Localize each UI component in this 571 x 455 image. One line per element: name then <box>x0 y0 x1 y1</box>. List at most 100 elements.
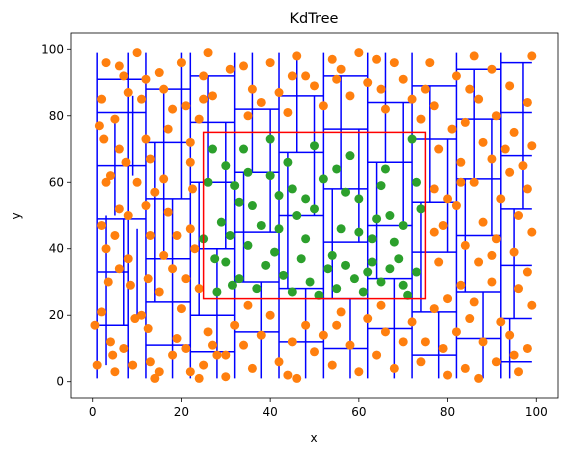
inside-point <box>239 144 249 154</box>
outside-point <box>132 177 142 187</box>
outside-point <box>121 157 131 167</box>
outside-point <box>97 94 107 104</box>
outside-point <box>301 71 311 81</box>
outside-point <box>188 184 198 194</box>
outside-point <box>141 134 151 144</box>
outside-point <box>522 97 532 107</box>
outside-point <box>465 84 475 94</box>
outside-point <box>522 343 532 353</box>
inside-point <box>230 181 240 191</box>
inside-point <box>210 254 220 264</box>
inside-point <box>212 287 222 297</box>
outside-point <box>221 372 231 382</box>
outside-point <box>310 347 319 357</box>
inside-point <box>270 247 280 257</box>
outside-point <box>336 64 346 74</box>
outside-point <box>443 194 453 204</box>
inside-point <box>403 290 413 300</box>
outside-point <box>527 227 537 237</box>
outside-point <box>185 224 195 234</box>
inside-point <box>341 187 351 197</box>
outside-point <box>168 350 178 360</box>
outside-point <box>130 314 140 324</box>
outside-point <box>318 101 328 111</box>
outside-point <box>514 367 524 377</box>
outside-point <box>509 247 519 257</box>
outside-point <box>416 357 426 367</box>
x-axis-ticks: 0 20 40 60 80 100 <box>89 398 548 419</box>
outside-point <box>185 137 195 147</box>
outside-point <box>416 114 426 124</box>
inside-point <box>327 250 337 260</box>
inside-point <box>354 194 364 204</box>
inside-point <box>363 267 373 277</box>
outside-point <box>114 61 124 71</box>
outside-point <box>456 177 466 187</box>
inside-point <box>265 134 275 144</box>
outside-point <box>389 58 399 68</box>
y-tick-label: 60 <box>49 175 64 189</box>
outside-point <box>292 373 302 383</box>
x-tick-label: 100 <box>525 405 548 419</box>
inside-point <box>318 174 328 184</box>
outside-point <box>380 327 390 337</box>
outside-point <box>460 117 470 127</box>
inside-point <box>345 151 355 161</box>
outside-point <box>354 367 364 377</box>
outside-point <box>97 307 107 317</box>
outside-point <box>159 174 169 184</box>
outside-point <box>478 337 488 347</box>
inside-point <box>389 237 399 247</box>
outside-point <box>514 211 524 220</box>
outside-point <box>287 71 297 81</box>
outside-point <box>518 161 528 171</box>
inside-point <box>332 164 342 174</box>
outside-point <box>190 244 200 254</box>
outside-point <box>163 124 173 134</box>
outside-point <box>101 244 111 254</box>
outside-point <box>114 264 124 274</box>
inside-point <box>243 240 253 250</box>
outside-point <box>143 324 153 334</box>
chart-title: KdTree <box>290 11 339 27</box>
outside-point <box>438 220 448 230</box>
outside-point <box>407 94 417 104</box>
outside-point <box>505 167 515 177</box>
query-box-layer <box>202 131 427 300</box>
inside-point <box>203 177 213 187</box>
outside-point <box>376 300 386 310</box>
outside-point <box>469 177 479 187</box>
outside-point <box>123 88 133 98</box>
outside-point <box>110 367 120 377</box>
inside-point <box>292 211 302 220</box>
inside-point <box>358 287 368 297</box>
outside-point <box>287 337 297 347</box>
inside-point <box>385 264 395 274</box>
outside-point <box>172 333 182 343</box>
outside-point <box>181 343 191 353</box>
outside-point <box>239 340 249 350</box>
outside-point <box>425 58 435 68</box>
outside-point <box>114 144 124 154</box>
outside-point <box>487 250 497 260</box>
outside-point <box>380 104 390 114</box>
outside-point <box>265 58 275 68</box>
outside-point <box>478 217 488 227</box>
inside-point <box>243 167 253 177</box>
inside-point <box>247 201 257 211</box>
axes-frame <box>70 32 559 399</box>
inside-point <box>278 270 288 280</box>
outside-point <box>256 97 266 107</box>
outside-point <box>90 320 100 330</box>
outside-point <box>522 267 532 277</box>
outside-point <box>168 264 178 274</box>
outside-point <box>509 350 519 360</box>
outside-point <box>491 234 501 244</box>
inside-point <box>336 224 346 234</box>
outside-point <box>176 58 186 68</box>
inside-point <box>287 287 297 297</box>
plot-area <box>90 48 537 383</box>
inside-point <box>221 161 231 171</box>
outside-point <box>243 111 253 121</box>
outside-point <box>181 274 191 284</box>
